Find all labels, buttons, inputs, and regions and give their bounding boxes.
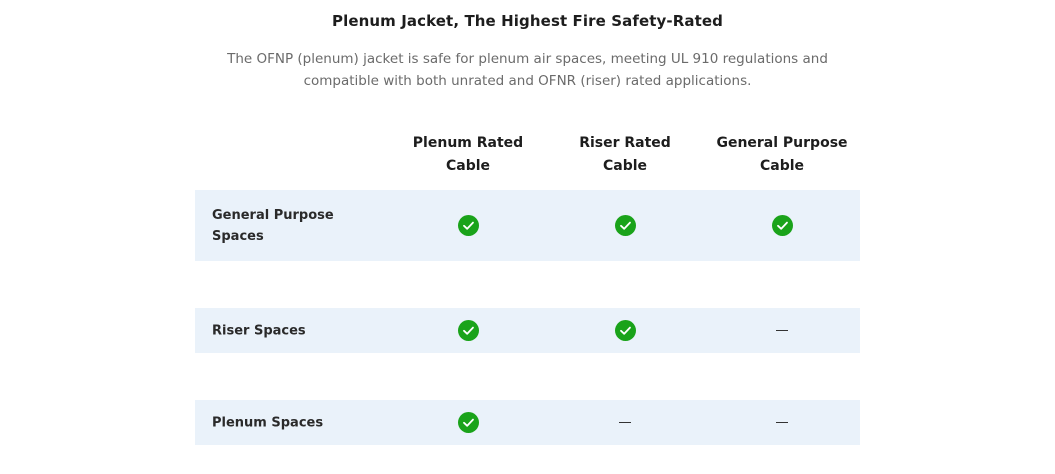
column-header-line: General Purpose <box>716 135 848 151</box>
check-circle-icon <box>771 215 793 236</box>
column-header-riser-rated: Riser Rated Cable <box>550 132 700 178</box>
row-label: Riser Spaces <box>212 320 362 341</box>
table-row-riser-spaces: Riser Spaces <box>195 308 860 353</box>
row-label: General Purpose Spaces <box>212 205 362 247</box>
section-title: Plenum Jacket, The Highest Fire Safety-R… <box>332 12 723 30</box>
table-cell <box>448 403 488 443</box>
table-row-general-purpose-spaces: General Purpose Spaces <box>195 190 860 261</box>
dash-icon <box>776 329 788 332</box>
column-header-line: Plenum Rated <box>412 135 524 151</box>
row-label-line: Riser Spaces <box>212 323 306 338</box>
table-cell <box>605 311 645 351</box>
table-cell <box>605 206 645 246</box>
table-cell <box>605 403 645 443</box>
check-circle-icon <box>614 215 636 236</box>
table-cell <box>762 403 802 443</box>
column-header-line: Cable <box>759 158 805 174</box>
check-circle-icon <box>457 412 479 433</box>
check-circle-icon <box>457 320 479 341</box>
column-header-general-purpose: General Purpose Cable <box>707 132 857 178</box>
check-circle-icon <box>457 215 479 236</box>
dash-icon <box>619 421 631 424</box>
row-label-line: Spaces <box>212 228 264 244</box>
row-label-line: General Purpose <box>212 207 334 223</box>
row-label: Plenum Spaces <box>212 412 362 433</box>
check-circle-icon <box>614 320 636 341</box>
table-cell <box>448 206 488 246</box>
column-header-line: Cable <box>445 158 491 174</box>
row-label-line: Plenum Spaces <box>212 415 324 430</box>
section-description: The OFNP (plenum) jacket is safe for ple… <box>227 51 828 89</box>
table-cell <box>762 206 802 246</box>
table-cell <box>448 311 488 351</box>
dash-icon <box>776 421 788 424</box>
column-header-line: Cable <box>602 158 648 174</box>
table-cell <box>762 311 802 351</box>
column-header-line: Riser Rated <box>579 135 671 151</box>
column-header-plenum-rated: Plenum Rated Cable <box>393 132 543 178</box>
table-row-plenum-spaces: Plenum Spaces <box>195 400 860 445</box>
